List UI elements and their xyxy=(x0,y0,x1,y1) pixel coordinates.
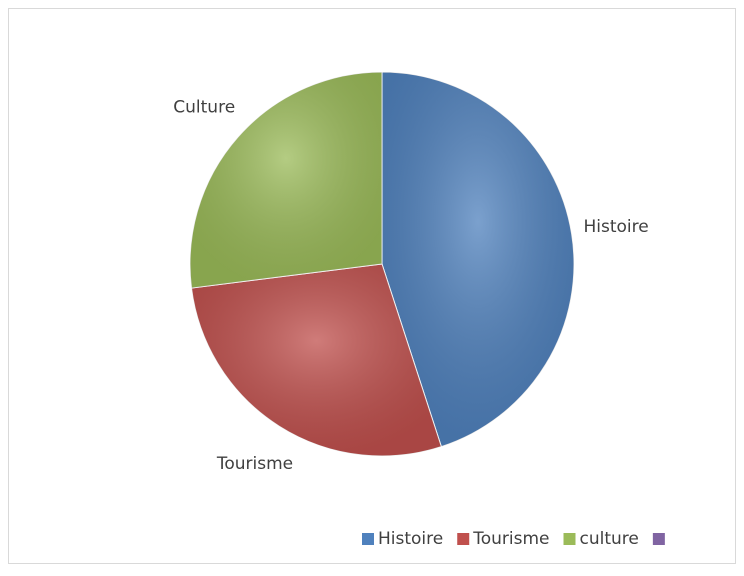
slice-shade xyxy=(382,72,574,447)
legend-label: Histoire xyxy=(378,529,443,549)
data-label: Tourisme xyxy=(216,454,293,474)
slice-shade xyxy=(190,72,382,289)
legend-swatch xyxy=(652,533,665,545)
data-label: Culture xyxy=(173,97,235,117)
data-label: Histoire xyxy=(583,217,648,237)
legend-swatch xyxy=(457,533,470,545)
legend-label: Tourisme xyxy=(472,529,549,549)
legend-swatch xyxy=(563,533,576,545)
legend-swatch xyxy=(362,533,374,545)
legend-label: culture xyxy=(580,529,639,549)
slice-shade xyxy=(191,264,442,456)
